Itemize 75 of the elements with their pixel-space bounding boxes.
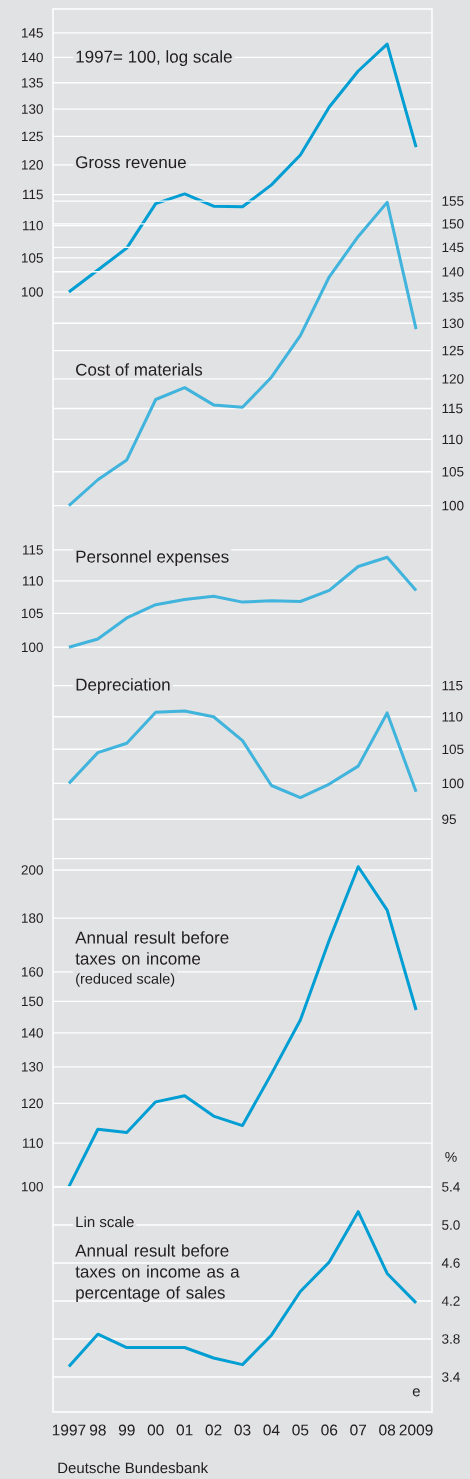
y2-tick-label: 95	[442, 814, 456, 825]
y-tick-label: 130	[21, 104, 43, 114]
y-tick-label: 140	[21, 52, 43, 63]
x-tick-label: 98	[89, 1424, 106, 1436]
chart-title: Personnel expenses	[76, 550, 229, 567]
y-tick-label: 120	[21, 160, 43, 170]
y-tick-label: 110	[22, 576, 43, 586]
y2-tick-label: 125	[442, 345, 464, 356]
y-tick-label: 115	[22, 189, 43, 200]
y2-tick-label: 100	[442, 778, 464, 789]
y-tick-label: 105	[21, 253, 43, 263]
y2-tick-label: 3.8	[442, 1334, 460, 1344]
text: Gross revenue	[76, 156, 186, 169]
y2-tick-label: 110	[442, 434, 463, 445]
y-tick-label: 200	[21, 865, 43, 875]
text: Annual result before taxes on income	[75, 931, 229, 965]
line-series	[67, 200, 418, 508]
x-tick-label: 08	[379, 1424, 396, 1436]
text: e	[412, 1388, 420, 1397]
y-tick-label: 145	[21, 28, 43, 38]
y-tick-label: 135	[21, 77, 43, 88]
y-tick-label: 110	[22, 1138, 43, 1148]
y-tick-label: 100	[21, 1181, 43, 1192]
y-tick-label: 150	[21, 996, 43, 1007]
y-tick-label: 130	[21, 1062, 43, 1072]
chart-title: Depreciation	[76, 678, 170, 695]
y-tick-label: 105	[21, 608, 43, 619]
text: Deutsche Bundesbank	[58, 1462, 209, 1474]
y2-axis-title: %	[445, 1152, 457, 1162]
y2-tick-label: 155	[442, 196, 464, 206]
line-series	[67, 865, 418, 1189]
y-tick-label: 115	[22, 545, 43, 555]
y2-tick-label: 3.4	[442, 1372, 460, 1382]
y-tick-label: 140	[21, 1028, 43, 1038]
y2-tick-label: 4.2	[441, 1296, 460, 1306]
y2-tick-label: 140	[442, 266, 464, 277]
y-tick-label: 110	[22, 220, 43, 231]
x-tick-label: 06	[321, 1424, 338, 1436]
x-tick-label: 00	[147, 1424, 164, 1436]
y2-tick-label: 120	[442, 374, 464, 384]
y-tick-label: 100	[21, 287, 43, 297]
x-tick-label: 05	[292, 1424, 309, 1436]
y2-tick-label: 115	[442, 680, 463, 691]
y2-tick-label: 105	[442, 744, 464, 755]
y2-tick-label: 115	[442, 403, 463, 414]
x-tick-label: 99	[118, 1424, 135, 1436]
y-tick-label: 125	[21, 131, 43, 142]
y2-tick-label: 4.6	[441, 1258, 460, 1268]
x-tick-label: 1997	[52, 1424, 86, 1436]
y2-tick-label: 135	[442, 292, 464, 302]
y2-tick-label: 150	[442, 219, 464, 229]
y2-tick-label: 105	[442, 466, 464, 477]
y2-tick-label: 130	[442, 318, 464, 329]
x-tick-label: 07	[350, 1424, 367, 1436]
line-series	[67, 42, 418, 294]
y2-tick-label: 145	[442, 242, 464, 253]
y-tick-label: 120	[21, 1098, 43, 1109]
line-series	[67, 709, 418, 800]
text: Cost of materials	[76, 363, 203, 376]
x-tick-label: 2009	[399, 1424, 433, 1436]
x-tick-label: 01	[176, 1424, 193, 1436]
y2-tick-label: 5.4	[442, 1182, 460, 1192]
x-tick-label: 03	[234, 1424, 251, 1436]
annotation: 1997= 100, log scale	[76, 50, 232, 67]
x-tick-label: 04	[263, 1424, 280, 1436]
y-tick-label: 100	[21, 642, 43, 653]
y-tick-label: 180	[21, 913, 43, 923]
y-tick-label: 160	[21, 967, 43, 977]
y2-tick-label: 5.0	[442, 1220, 460, 1230]
annotation: Lin scale	[76, 1216, 134, 1228]
y2-tick-label: 100	[442, 500, 464, 511]
text: (reduced scale)	[76, 973, 175, 987]
text: Annual result before taxes on income as a percentage of sales	[75, 1244, 240, 1303]
x-tick-label: 02	[205, 1424, 222, 1436]
y2-tick-label: 110	[442, 711, 463, 722]
